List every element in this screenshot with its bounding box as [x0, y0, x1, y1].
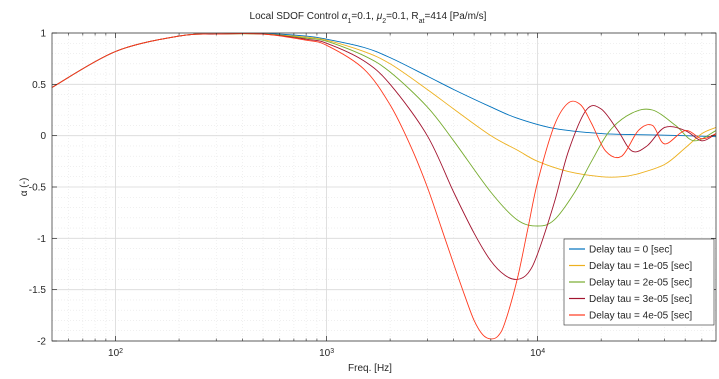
y-tick-label: 0.5 [32, 80, 46, 91]
x-tick-labels: 102 103 104 [108, 348, 545, 360]
title-text-1: Local SDOF Control [250, 11, 342, 22]
y-tick-label: 1 [40, 29, 46, 40]
y-tick-label: -1.5 [29, 285, 47, 296]
y-tick-label: 0 [40, 131, 46, 142]
legend-box [563, 238, 715, 326]
y-axis-label: α (-) [19, 178, 30, 197]
legend-label-1: Delay tau = 1e-05 [sec] [589, 261, 692, 272]
x-tick-label: 103 [319, 348, 334, 360]
chart-title: Local SDOF Control α1=0.1, μ2=0.1, Rat=4… [250, 11, 487, 25]
title-alpha-subscript: 1 [348, 18, 352, 25]
y-tick-label: -1 [37, 234, 46, 245]
y-tick-label: -0.5 [29, 183, 47, 194]
legend-label-0: Delay tau = 0 [sec] [589, 245, 672, 256]
title-r-subscript: at [419, 18, 425, 25]
title-mu-symbol: μ [376, 11, 383, 22]
x-axis-label: Freq. [Hz] [348, 363, 392, 374]
series-layer [51, 32, 717, 340]
title-text-3: =0.1, R [386, 11, 419, 22]
title-alpha-symbol: α [342, 11, 348, 22]
x-tick-label: 104 [530, 348, 545, 360]
legend-label-3: Delay tau = 3e-05 [sec] [589, 294, 692, 305]
x-tick-label: 102 [108, 348, 123, 360]
legend-label-4: Delay tau = 4e-05 [sec] [589, 311, 692, 322]
title-text-4: =414 [Pa/m/s] [424, 11, 486, 22]
legend-label-2: Delay tau = 2e-05 [sec] [589, 278, 692, 289]
y-tick-label: -2 [37, 337, 46, 348]
y-tick-labels: 1 0.5 0 -0.5 -1 -1.5 -2 [29, 29, 47, 348]
legend: Delay tau = 0 [sec] Delay tau = 1e-05 [se… [563, 238, 715, 326]
title-text-2: =0.1, [351, 11, 376, 22]
series-line-4 [51, 33, 717, 340]
title-mu-subscript: 2 [382, 18, 386, 25]
